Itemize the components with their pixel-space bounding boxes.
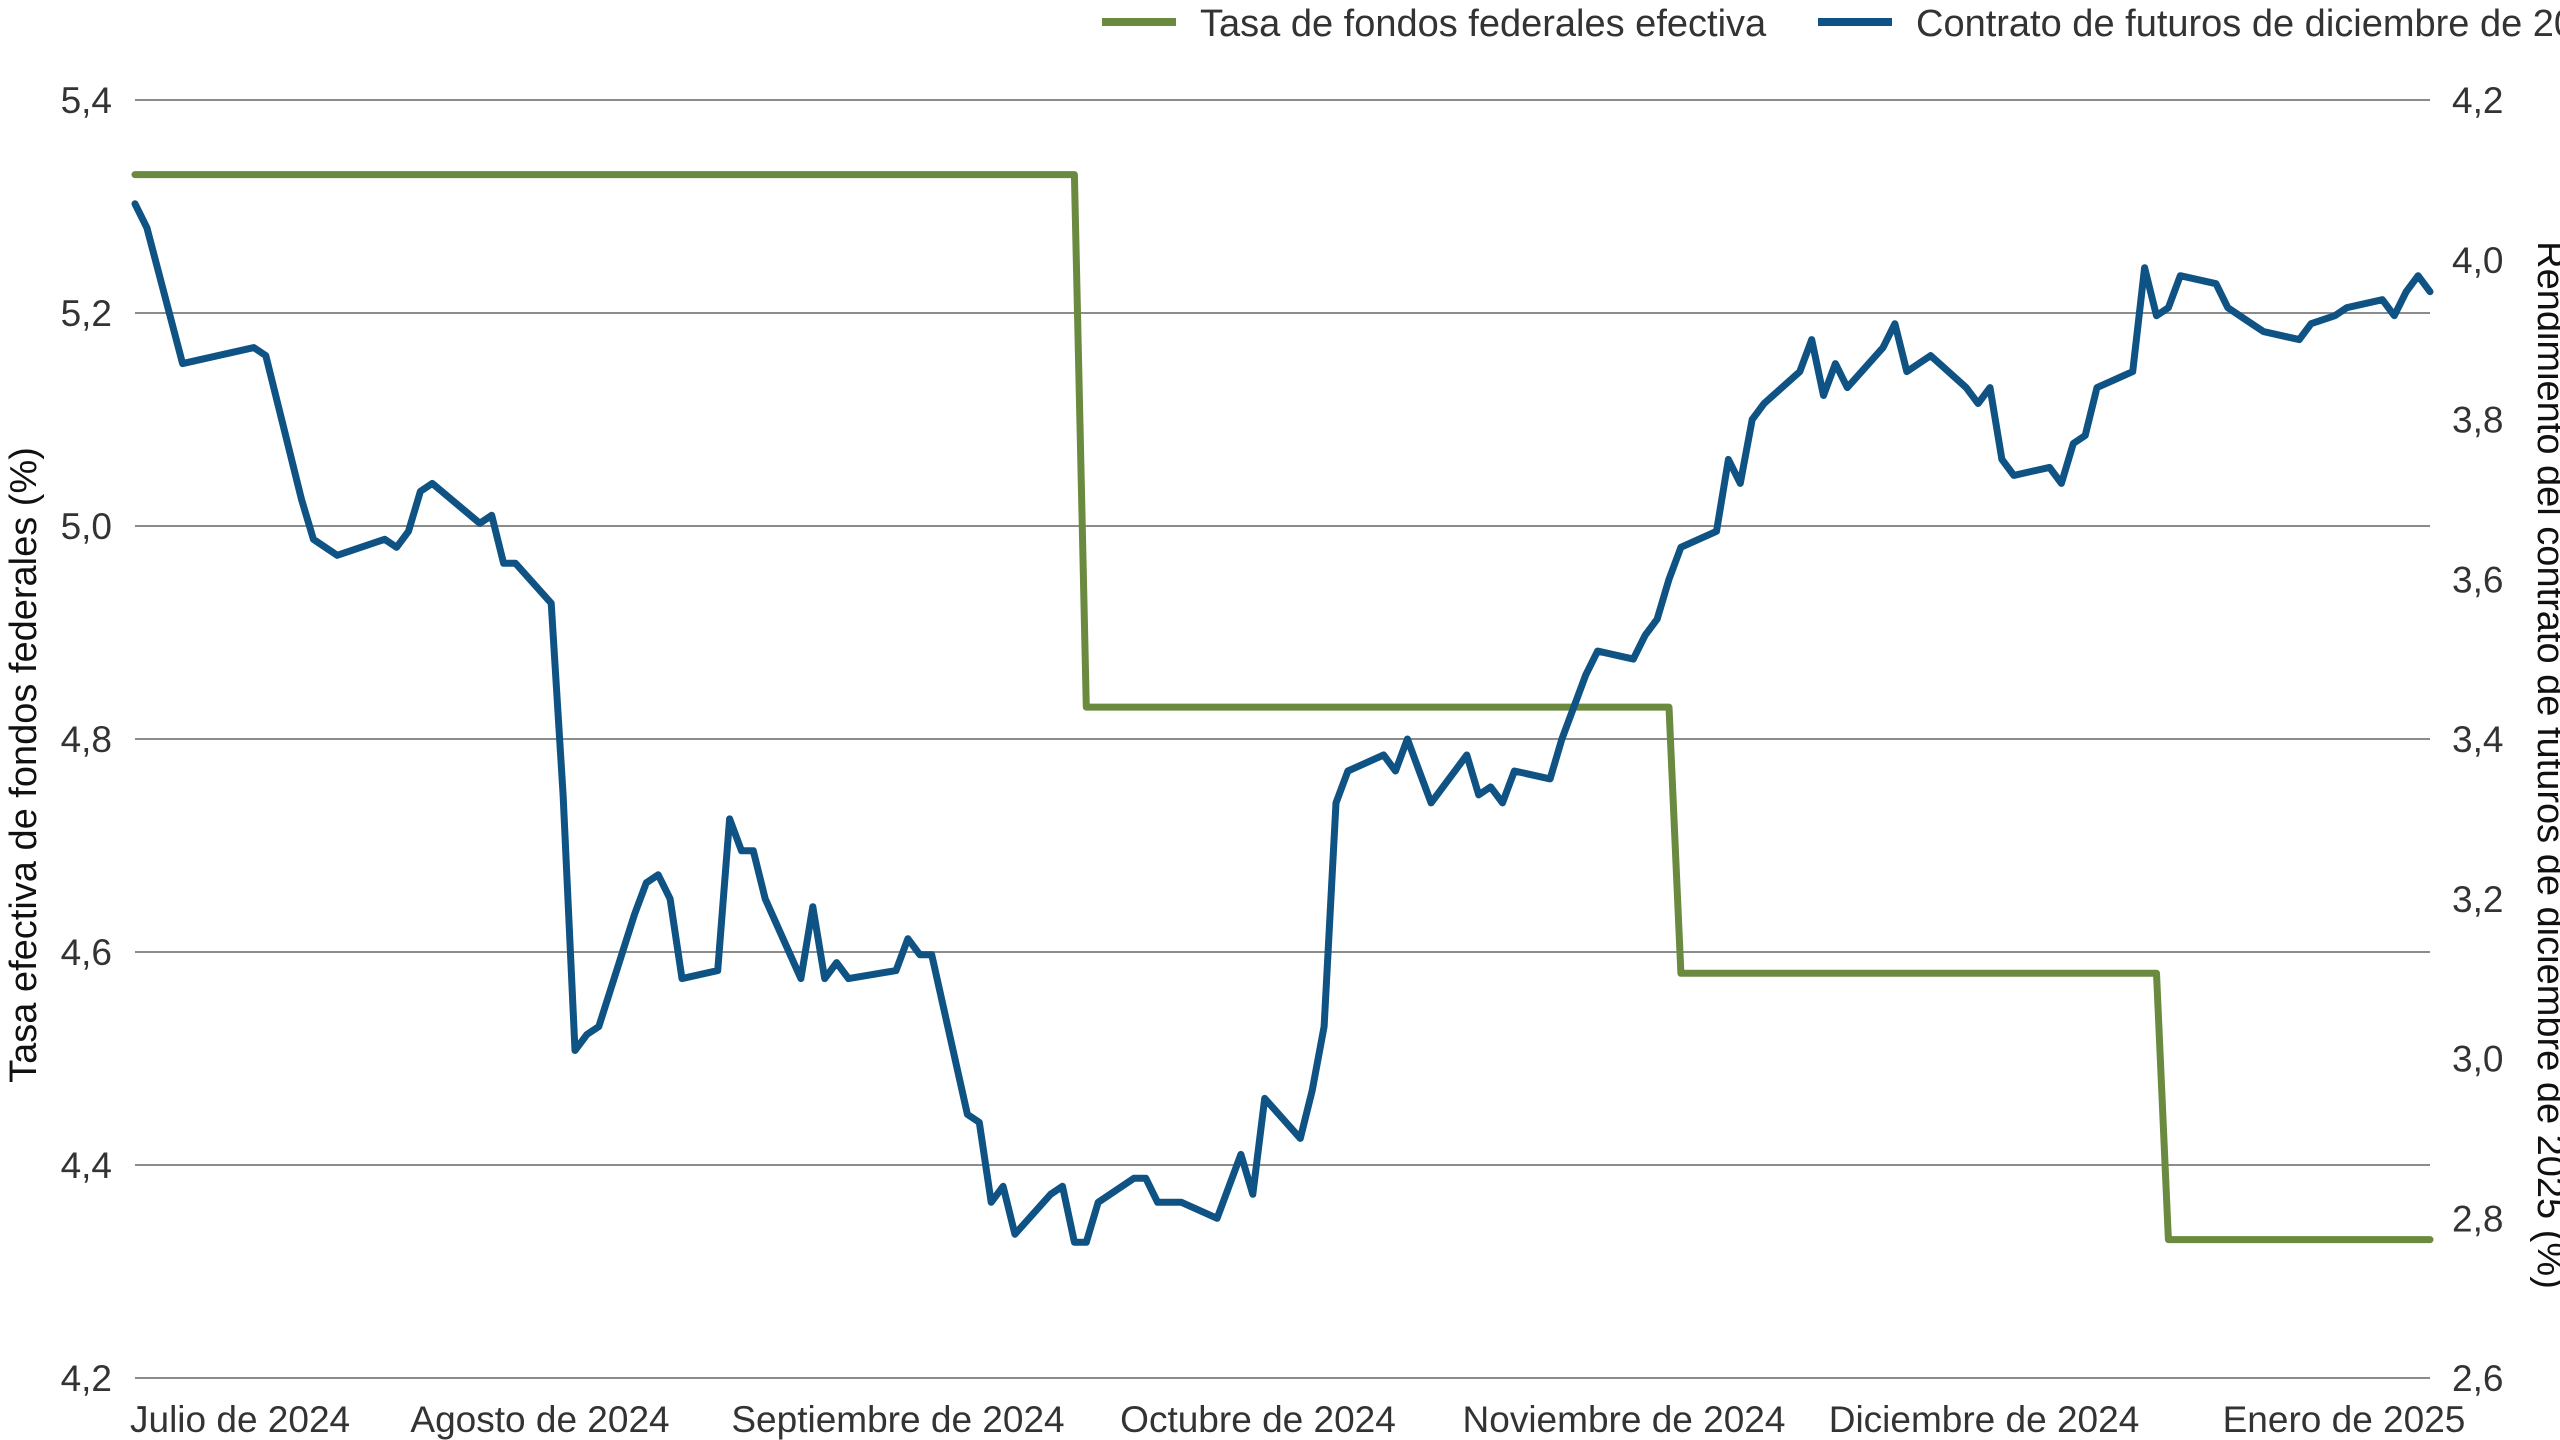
left-tick-label: 5,4 bbox=[61, 80, 112, 121]
left-axis-tick-labels: 4,2 4,4 4,6 4,8 5,0 5,2 5,4 bbox=[61, 80, 112, 1399]
left-tick-label: 4,8 bbox=[61, 719, 112, 760]
right-tick-label: 3,2 bbox=[2452, 879, 2503, 920]
left-tick-label: 5,0 bbox=[61, 506, 112, 547]
legend-label-fed-funds: Tasa de fondos federales efectiva bbox=[1200, 3, 1767, 45]
right-tick-label: 4,2 bbox=[2452, 80, 2503, 121]
x-tick-label: Agosto de 2024 bbox=[410, 1399, 669, 1440]
right-tick-label: 2,8 bbox=[2452, 1198, 2503, 1239]
x-tick-label: Julio de 2024 bbox=[130, 1399, 350, 1440]
x-tick-label: Enero de 2025 bbox=[2223, 1399, 2466, 1440]
right-tick-label: 4,0 bbox=[2452, 240, 2503, 281]
left-tick-label: 5,2 bbox=[61, 293, 112, 334]
x-tick-label: Septiembre de 2024 bbox=[731, 1399, 1064, 1440]
x-axis-tick-labels: Julio de 2024 Agosto de 2024 Septiembre de… bbox=[130, 1399, 2465, 1440]
right-tick-label: 3,4 bbox=[2452, 719, 2503, 760]
series-line-fed-funds bbox=[131, 171, 2434, 1244]
legend-label-dec-2025-futures: Contrato de futuros de diciembre de 2025 bbox=[1916, 3, 2560, 45]
left-tick-label: 4,2 bbox=[61, 1358, 112, 1399]
x-tick-label: Noviembre de 2024 bbox=[1463, 1399, 1786, 1440]
left-tick-label: 4,4 bbox=[61, 1145, 112, 1186]
left-axis-title: Tasa efectiva de fondos federales (%) bbox=[3, 447, 45, 1083]
series-line-dec-2025-futures bbox=[131, 200, 2434, 1246]
x-tick-label: Diciembre de 2024 bbox=[1829, 1399, 2140, 1440]
right-tick-label: 3,8 bbox=[2452, 400, 2503, 441]
x-tick-label: Octubre de 2024 bbox=[1120, 1399, 1396, 1440]
series-lines bbox=[131, 171, 2434, 1246]
left-tick-label: 4,6 bbox=[61, 932, 112, 973]
legend: Tasa de fondos federales efectiva Contra… bbox=[1102, 3, 2560, 45]
right-axis-title: Rendimiento del contrato de futuros de d… bbox=[2529, 241, 2560, 1289]
right-axis-tick-labels: 2,6 2,8 3,0 3,2 3,4 3,6 3,8 4,0 4,2 bbox=[2452, 80, 2503, 1399]
right-tick-label: 3,0 bbox=[2452, 1039, 2503, 1080]
right-tick-label: 2,6 bbox=[2452, 1358, 2503, 1399]
right-tick-label: 3,6 bbox=[2452, 559, 2503, 600]
grid-lines bbox=[135, 99, 2430, 1379]
